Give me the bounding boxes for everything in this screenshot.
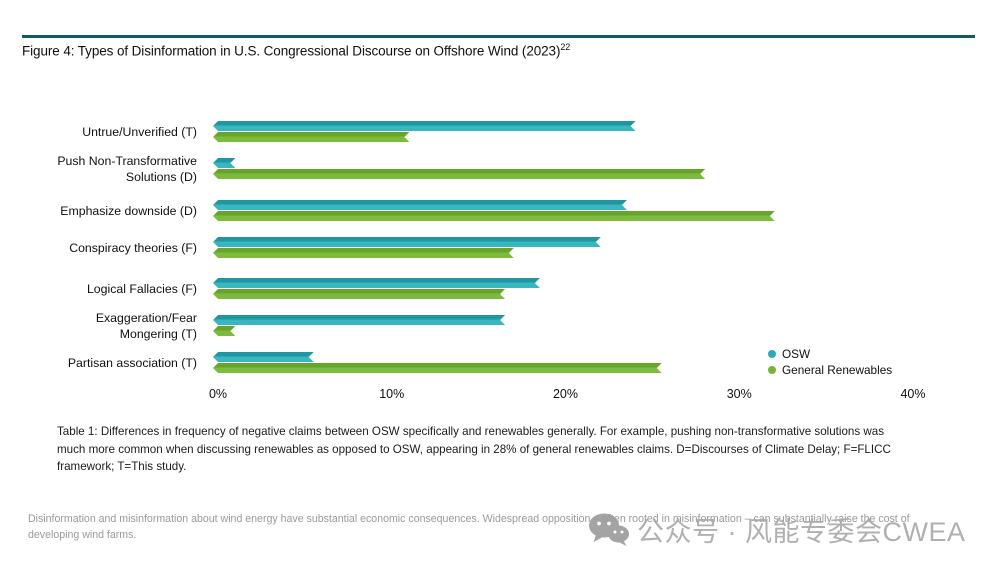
bar-osw-2 — [213, 200, 627, 210]
figure-title-text: Figure 4: Types of Disinformation in U.S… — [22, 43, 561, 59]
legend-item-general-renewables: General Renewables — [768, 362, 892, 378]
wechat-icon — [589, 513, 629, 546]
bar-gr-6 — [213, 363, 662, 373]
bar-osw-6 — [213, 352, 314, 362]
bar-osw-5 — [213, 315, 505, 325]
watermark-text: 公众号 · 风能专委会CWEA — [637, 517, 966, 547]
x-axis-tick-label: 30% — [726, 387, 752, 401]
figure-title: Figure 4: Types of Disinformation in U.S… — [22, 42, 570, 59]
category-label: Conspiracy theories (F) — [69, 240, 197, 255]
x-axis-tick-label: 20% — [552, 387, 579, 401]
category-label: Push Non-Transformative Solutions (D) — [57, 153, 197, 184]
chart-legend: OSW General Renewables — [768, 346, 892, 378]
bar-gr-2 — [213, 211, 775, 221]
legend-label-osw: OSW — [782, 347, 811, 361]
category-label: Emphasize downside (D) — [60, 203, 197, 218]
x-axis-tick-label: 0% — [208, 387, 228, 401]
bar-gr-5 — [213, 326, 235, 336]
bar-osw-4 — [213, 278, 540, 288]
bar-osw-1 — [213, 158, 235, 168]
x-axis-tick-label: 40% — [900, 387, 926, 401]
category-label: Untrue/Unverified (T) — [82, 124, 197, 139]
bar-osw-3 — [213, 237, 601, 247]
page-footnote: Disinformation and misinformation about … — [28, 513, 910, 541]
bar-gr-0 — [213, 132, 409, 142]
category-label: Exaggeration/Fear Mongering (T) — [95, 310, 197, 341]
legend-label-general-renewables: General Renewables — [782, 363, 893, 377]
chart-caption: Table 1: Differences in frequency of neg… — [57, 425, 891, 473]
category-label: Partisan association (T) — [67, 355, 197, 370]
bar-gr-4 — [213, 289, 505, 299]
category-label: Logical Fallacies (F) — [86, 281, 197, 296]
osw-legend-dot-icon — [768, 350, 776, 358]
legend-item-osw: OSW — [768, 346, 892, 362]
bar-gr-1 — [213, 169, 705, 179]
figure-title-superscript: 22 — [560, 42, 571, 52]
bar-osw-0 — [213, 121, 636, 131]
bar-gr-3 — [213, 248, 514, 258]
x-axis-tick-label: 10% — [379, 387, 405, 401]
title-divider — [22, 35, 975, 38]
general-renewables-legend-dot-icon — [768, 366, 776, 374]
watermark: 公众号 · 风能专委会CWEA — [588, 510, 966, 549]
